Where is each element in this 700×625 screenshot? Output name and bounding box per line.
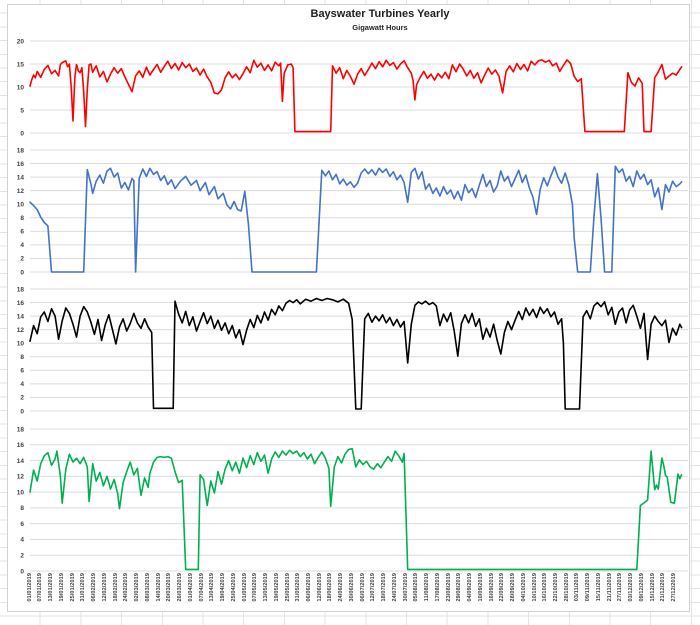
chart-frame[interactable] — [7, 4, 690, 612]
series-line-turbine-blue — [29, 165, 683, 273]
y-tick-label: 16 — [17, 161, 25, 168]
y-tick-label: 15 — [17, 61, 25, 68]
x-tick-label: 27/12/2019 — [671, 573, 678, 602]
y-tick-label: 14 — [17, 458, 25, 465]
y-tick-label: 20 — [17, 38, 25, 45]
panel-turbine-blue: 0 2 4 6 8 10 12 14 16 18 — [17, 147, 688, 276]
y-tick-label: 14 — [17, 174, 25, 181]
y-tick-label: 14 — [17, 313, 25, 320]
chart-title: Bayswater Turbines Yearly — [310, 8, 450, 20]
y-tick-label: 10 — [17, 489, 25, 496]
y-tick-label: 4 — [20, 537, 24, 544]
y-tick-label: 4 — [20, 242, 24, 249]
y-tick-label: 8 — [20, 354, 24, 361]
y-tick-label: 0 — [20, 408, 24, 415]
y-tick-label: 10 — [17, 202, 25, 209]
panel-turbine-black: 0 2 4 6 8 10 12 14 16 18 — [17, 286, 688, 415]
y-tick-label: 4 — [20, 381, 24, 388]
y-tick-label: 8 — [20, 215, 24, 222]
series-line-turbine-red — [29, 59, 683, 133]
y-tick-label: 2 — [20, 395, 24, 402]
y-tick-label: 18 — [17, 426, 25, 433]
y-tick-label: 6 — [20, 521, 24, 528]
y-tick-label: 0 — [20, 568, 24, 575]
series-line-turbine-green — [29, 447, 683, 571]
y-tick-label: 6 — [20, 368, 24, 375]
y-tick-label: 0 — [20, 269, 24, 276]
y-tick-label: 10 — [17, 84, 25, 91]
y-tick-label: 2 — [20, 553, 24, 560]
y-tick-label: 10 — [17, 341, 25, 348]
panel-turbine-red: 0 5 10 15 20 — [17, 38, 688, 137]
y-tick-label: 2 — [20, 256, 24, 263]
y-tick-label: 16 — [17, 442, 25, 449]
panel-turbine-green: 0 2 4 6 8 10 12 14 16 18 — [17, 426, 688, 575]
y-tick-label: 16 — [17, 300, 25, 307]
y-tick-label: 6 — [20, 229, 24, 236]
y-tick-label: 12 — [17, 188, 25, 195]
y-tick-label: 18 — [17, 286, 25, 293]
series-line-turbine-black — [29, 297, 683, 410]
y-tick-label: 12 — [17, 327, 25, 334]
y-tick-label: 18 — [17, 147, 25, 154]
y-tick-label: 8 — [20, 505, 24, 512]
y-tick-label: 5 — [20, 107, 24, 114]
chart-subtitle: Gigawatt Hours — [352, 23, 408, 32]
y-tick-label: 0 — [20, 130, 24, 137]
y-tick-label: 12 — [17, 474, 25, 481]
